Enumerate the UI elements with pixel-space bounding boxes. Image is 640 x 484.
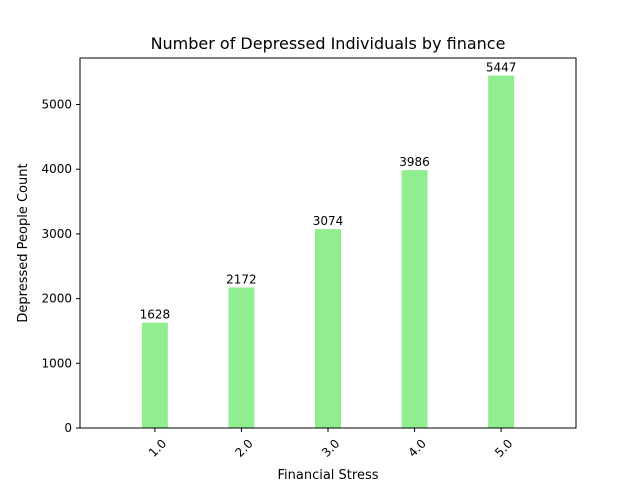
data-label-2.0: 2172 — [226, 272, 257, 286]
bars-layer — [141, 75, 515, 429]
y-axis-ticks: 0 1000 2000 3000 4000 5000 — [41, 98, 80, 435]
data-label-1.0: 1628 — [140, 308, 171, 322]
data-label-4.0: 3986 — [399, 155, 430, 169]
plot-frame — [79, 57, 577, 429]
y-tick-label: 2000 — [41, 292, 72, 306]
y-tick-label: 0 — [64, 421, 72, 435]
x-axis-label: Financial Stress — [277, 468, 378, 480]
chart-title: Number of Depressed Individuals by finan… — [151, 34, 506, 53]
bar-1.0 — [141, 322, 168, 428]
y-tick-label: 1000 — [41, 356, 72, 370]
bar-2.0 — [228, 287, 255, 428]
bar-5.0 — [488, 75, 515, 429]
y-tick-label: 3000 — [41, 227, 72, 241]
bar-3.0 — [315, 229, 341, 428]
y-tick-label: 4000 — [41, 162, 72, 176]
y-axis-label: Depressed People Count — [16, 163, 31, 322]
data-label-3.0: 3074 — [313, 214, 344, 228]
data-label-5.0: 5447 — [486, 61, 517, 75]
bar-4.0 — [401, 170, 428, 428]
y-tick-label: 5000 — [41, 98, 72, 112]
data-labels-layer: 1628 2172 3074 3986 5447 — [140, 61, 517, 322]
